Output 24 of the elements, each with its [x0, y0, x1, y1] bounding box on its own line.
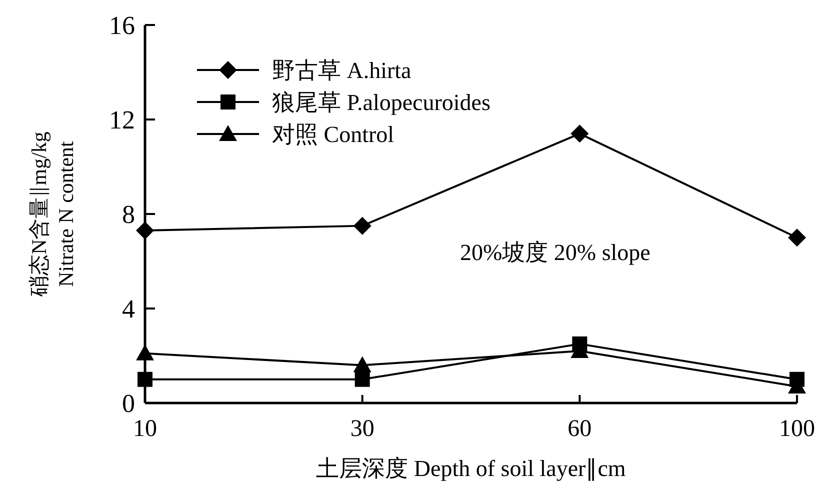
point: [136, 344, 154, 360]
legend-label: 对照 Control: [272, 122, 394, 147]
x-tick-label: 100: [779, 416, 815, 442]
y-tick-label: 16: [109, 11, 135, 40]
annotation: 20%坡度 20% slope: [460, 240, 650, 265]
legend-label: 野古草 A.hirta: [272, 58, 412, 83]
point: [570, 124, 589, 143]
text: Nitrate N content: [54, 141, 78, 287]
point: [354, 372, 370, 387]
point: [138, 372, 152, 387]
x-axis-title: 土层深度 Depth of soil layer∥cm: [316, 456, 626, 481]
y-tick-label: 0: [122, 389, 135, 418]
text: 硝态N含量∥mg/kg: [27, 132, 51, 296]
point: [353, 356, 372, 372]
y-tick-label: 8: [122, 200, 135, 229]
y-tick-label: 12: [109, 106, 135, 134]
x-tick-label: 60: [568, 416, 592, 442]
point: [788, 228, 806, 247]
x-tick-label: 10: [133, 416, 157, 442]
point: [353, 216, 372, 235]
legend-label: 狼尾草 P.alopecuroides: [272, 90, 491, 115]
point: [136, 222, 154, 240]
x-tick-label: 30: [350, 416, 374, 442]
y-tick-label: 4: [122, 294, 135, 324]
